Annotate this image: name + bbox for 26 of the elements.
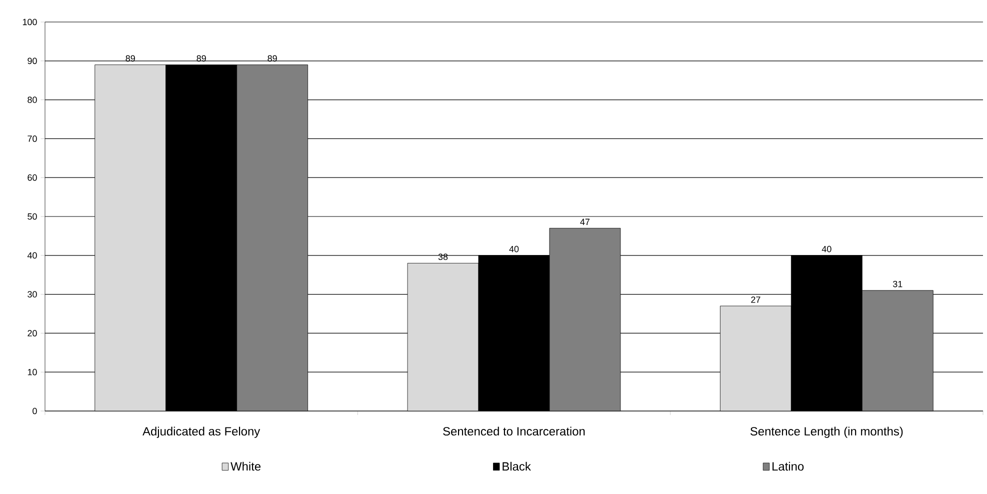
data-label: 31 xyxy=(893,280,902,288)
data-label: 47 xyxy=(580,218,590,225)
y-tick-label: 70 xyxy=(28,136,37,142)
y-tick-label: 90 xyxy=(28,58,37,64)
data-label: 38 xyxy=(438,254,448,260)
legend-label: White xyxy=(230,462,261,471)
y-tick-label: 50 xyxy=(28,213,37,220)
legend-label: Latino xyxy=(772,462,804,471)
data-label: 89 xyxy=(196,55,206,62)
data-label: 40 xyxy=(509,246,519,252)
data-label: 89 xyxy=(268,55,277,62)
y-tick-label: 40 xyxy=(27,252,37,259)
y-tick-label: 20 xyxy=(28,330,37,336)
y-tick-label: 60 xyxy=(28,174,37,181)
y-tick-label: 100 xyxy=(22,18,37,26)
y-tick-label: 30 xyxy=(28,291,37,298)
y-tick-label: 80 xyxy=(28,96,37,103)
data-label: 27 xyxy=(751,296,760,303)
x-tick-label: Adjudicated as Felony xyxy=(142,426,260,438)
legend-label: Black xyxy=(502,462,531,471)
x-tick-label: Sentence Length (in months) xyxy=(750,426,903,438)
y-tick-label: 0 xyxy=(32,408,37,414)
y-tick-label: 10 xyxy=(28,368,37,376)
data-label: 89 xyxy=(126,55,135,62)
data-label: 40 xyxy=(822,246,832,252)
x-tick-label: Sentenced to Incarceration xyxy=(443,426,585,436)
